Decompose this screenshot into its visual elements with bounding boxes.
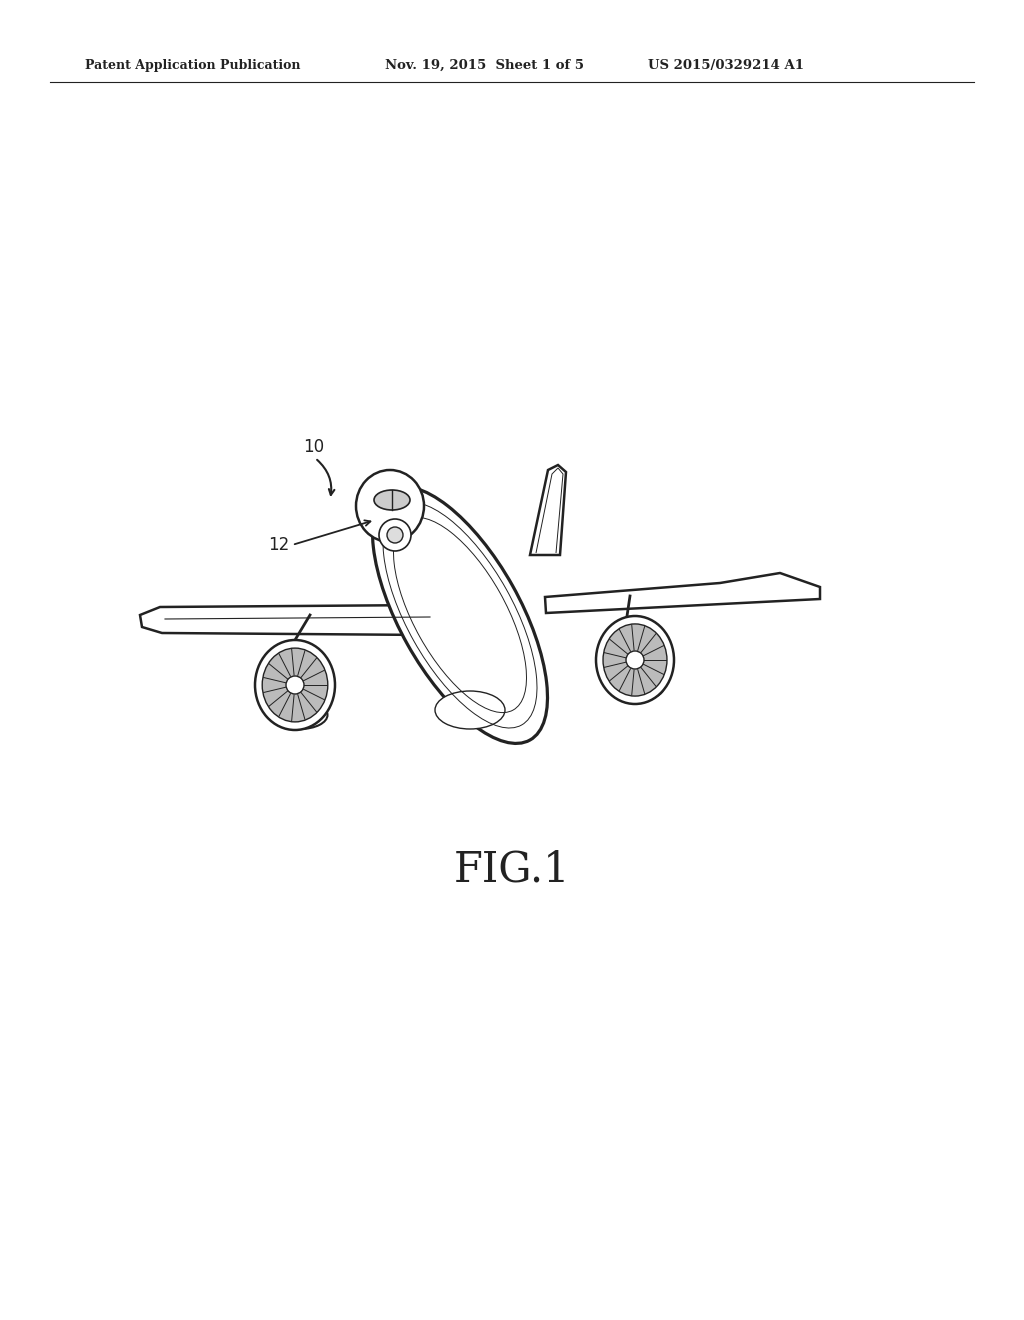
Polygon shape xyxy=(545,573,820,612)
Text: FIG.1: FIG.1 xyxy=(454,849,570,891)
Ellipse shape xyxy=(373,487,548,743)
Polygon shape xyxy=(530,465,566,554)
Text: 10: 10 xyxy=(303,438,325,455)
Ellipse shape xyxy=(603,624,667,696)
Ellipse shape xyxy=(626,651,644,669)
Text: Nov. 19, 2015  Sheet 1 of 5: Nov. 19, 2015 Sheet 1 of 5 xyxy=(385,58,584,71)
Text: US 2015/0329214 A1: US 2015/0329214 A1 xyxy=(648,58,804,71)
Ellipse shape xyxy=(286,676,304,694)
Ellipse shape xyxy=(374,490,410,510)
Ellipse shape xyxy=(262,648,328,722)
Text: Patent Application Publication: Patent Application Publication xyxy=(85,58,300,71)
Polygon shape xyxy=(140,605,430,635)
Ellipse shape xyxy=(272,701,328,729)
Ellipse shape xyxy=(387,527,403,543)
Text: 12: 12 xyxy=(268,536,289,554)
Ellipse shape xyxy=(379,519,411,550)
Ellipse shape xyxy=(356,470,424,543)
Ellipse shape xyxy=(610,676,664,700)
Ellipse shape xyxy=(596,616,674,704)
Ellipse shape xyxy=(255,640,335,730)
Ellipse shape xyxy=(435,690,505,729)
